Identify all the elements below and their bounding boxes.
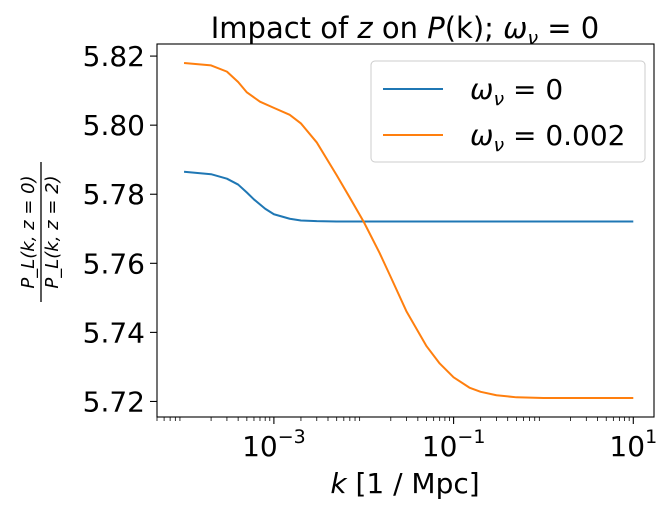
legend-label-series-1: ων = 0.002 [470, 119, 626, 156]
x-axis-label: k [1 / Mpc] [330, 467, 479, 500]
series-line-0 [183, 170, 634, 223]
x-tick-label-1: 10−1 [422, 426, 486, 463]
y-tick-label-0: 5.72 [83, 385, 145, 418]
y-axis-label-numerator: P_L(k, z = 0) [18, 175, 39, 288]
y-axis-ticks: 5.72 5.74 5.76 5.78 5.80 5.82 [83, 40, 157, 418]
x-axis-ticks: 10−3 10−1 101 [156, 417, 657, 463]
y-axis-label: P_L(k, z = 0) P_L(k, z = 2) [18, 162, 63, 302]
legend-box [370, 60, 646, 163]
x-tick-label-0: 10−3 [242, 426, 306, 463]
legend: ων = 0 ων = 0.002 [370, 60, 646, 163]
plot-frame [156, 43, 655, 418]
y-tick-label-5: 5.82 [83, 40, 145, 73]
y-tick-label-2: 5.76 [83, 247, 145, 280]
y-axis-label-denominator: P_L(k, z = 2) [42, 175, 63, 288]
legend-label-series-0: ων = 0 [470, 73, 563, 110]
x-tick-label-2: 101 [609, 426, 657, 463]
y-tick-label-4: 5.80 [83, 109, 145, 142]
y-tick-label-3: 5.78 [83, 178, 145, 211]
chart-title: Impact of z on P(k); ων = 0 [211, 11, 600, 49]
y-tick-label-1: 5.74 [83, 316, 145, 349]
series-line-1 [183, 62, 634, 399]
series-layer [183, 62, 634, 399]
